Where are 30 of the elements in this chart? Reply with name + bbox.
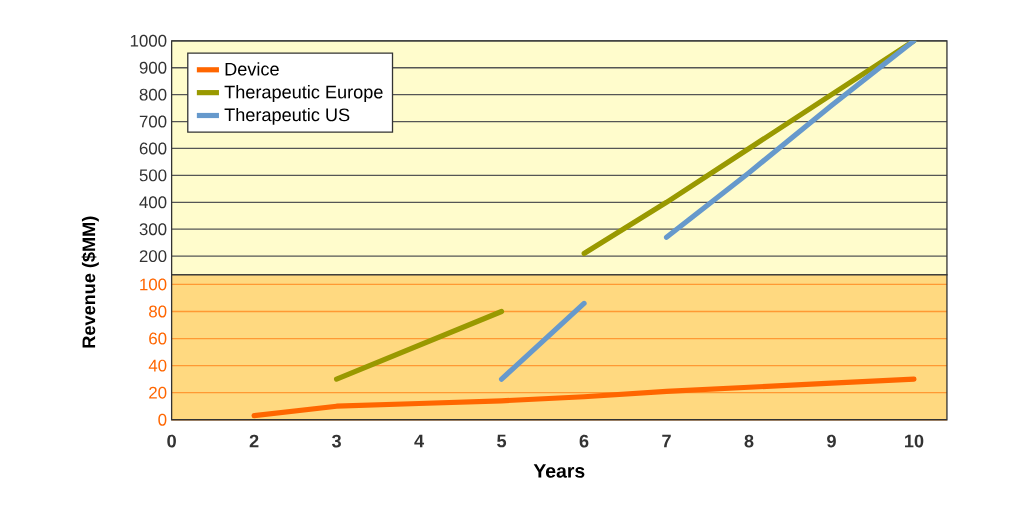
x-tick-label: 10: [905, 434, 924, 448]
x-tick-label: 6: [579, 434, 589, 448]
y-tick-label: 0: [158, 413, 167, 426]
x-tick-label: 7: [662, 434, 671, 448]
x-axis-title: Years: [533, 464, 585, 478]
x-tick-label: 4: [414, 434, 425, 448]
x-tick-label: 8: [744, 434, 754, 448]
y-tick-label: 80: [149, 305, 167, 318]
legend-label: Therapeutic Europe: [224, 85, 383, 102]
y-tick-label: 100: [140, 278, 167, 291]
y-tick-label: 200: [139, 250, 167, 263]
y-tick-label: 600: [139, 142, 167, 155]
y-tick-label: 40: [148, 359, 167, 372]
x-tick-label: 9: [827, 434, 836, 448]
y-tick-label: 1000: [130, 34, 167, 47]
x-tick-label: 0: [167, 434, 176, 448]
y-tick-label: 800: [139, 88, 167, 101]
y-tick-label: 60: [149, 332, 167, 345]
y-axis-title: Revenue ($MM): [81, 216, 99, 348]
x-tick-label: 2: [249, 434, 259, 448]
legend-label: Therapeutic US: [224, 107, 350, 125]
y-tick-label: 300: [139, 223, 167, 236]
y-tick-label: 20: [149, 386, 167, 399]
y-tick-label: 500: [139, 169, 167, 182]
y-tick-label: 400: [139, 196, 167, 209]
x-tick-label: 5: [497, 434, 507, 448]
x-tick-label: 3: [331, 434, 341, 448]
y-tick-label: 900: [139, 61, 167, 74]
y-tick-label: 700: [139, 115, 167, 128]
legend-label: Device: [225, 62, 279, 76]
